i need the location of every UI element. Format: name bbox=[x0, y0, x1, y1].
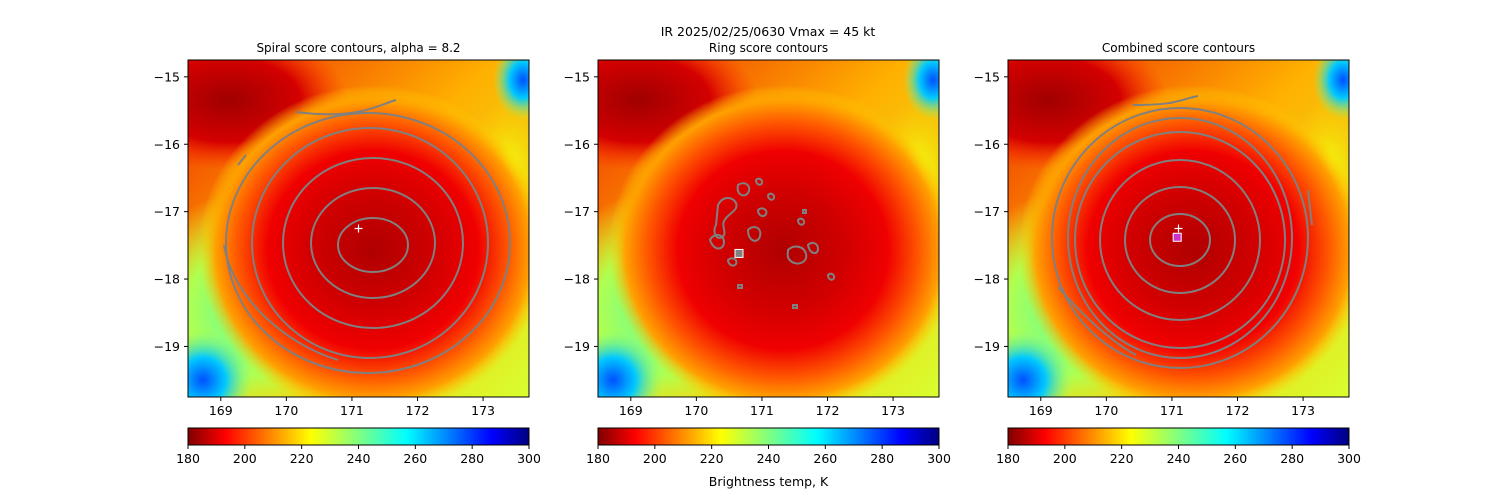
x-tick-label: 170 bbox=[684, 403, 708, 418]
y-tick-label: −17 bbox=[154, 204, 180, 219]
x-tick-label: 169 bbox=[209, 403, 233, 418]
colorbar-tick-label: 300 bbox=[517, 451, 541, 466]
y-tick-label: −15 bbox=[974, 69, 1000, 84]
contour-lines bbox=[708, 177, 836, 309]
markers bbox=[734, 248, 744, 258]
panel-title-combined: Combined score contours bbox=[1102, 41, 1255, 55]
y-tick-label: −19 bbox=[564, 339, 590, 354]
x-tick-label: 169 bbox=[619, 403, 643, 418]
colorbar-2: 180 200 220 240 260 280 300 bbox=[586, 427, 951, 466]
colorbar-tick-label: 220 bbox=[290, 451, 314, 466]
colorbar-tick-label: 240 bbox=[347, 451, 371, 466]
x-axis: 169 170 171 172 173 bbox=[1029, 397, 1315, 418]
y-tick-label: −18 bbox=[564, 272, 590, 287]
colorbar-tick-label: 180 bbox=[176, 451, 200, 466]
panel-title-spiral: Spiral score contours, alpha = 8.2 bbox=[256, 41, 460, 55]
panel-spiral: 169 170 171 172 173 −15 −16 −17 −18 −19 bbox=[154, 59, 530, 418]
x-tick-label: 170 bbox=[1094, 403, 1118, 418]
center-square-marker bbox=[1172, 232, 1182, 242]
x-axis: 169 170 171 172 173 bbox=[209, 397, 495, 418]
colorbar-tick-label: 200 bbox=[643, 451, 667, 466]
ir-image bbox=[598, 60, 939, 397]
center-square-marker bbox=[734, 248, 744, 258]
colorbar-tick-label: 300 bbox=[1337, 451, 1361, 466]
colorbar-gradient bbox=[597, 427, 940, 446]
colorbar-tick-label: 220 bbox=[700, 451, 724, 466]
y-axis: −15 −16 −17 −18 −19 bbox=[154, 69, 188, 354]
y-tick-label: −19 bbox=[154, 339, 180, 354]
x-axis: 169 170 171 172 173 bbox=[619, 397, 905, 418]
y-tick-label: −18 bbox=[974, 272, 1000, 287]
x-tick-label: 171 bbox=[750, 403, 774, 418]
colorbar-1: 180 200 220 240 260 280 300 bbox=[176, 427, 541, 466]
panel-ring: 169 170 171 172 173 −15 −16 −17 −18 −19 bbox=[564, 59, 940, 418]
y-tick-label: −15 bbox=[154, 69, 180, 84]
ir-image bbox=[1008, 60, 1349, 397]
colorbar-tick-label: 280 bbox=[460, 451, 484, 466]
colorbar-tick-label: 280 bbox=[870, 451, 894, 466]
colorbar-tick-label: 260 bbox=[813, 451, 837, 466]
y-axis: −15 −16 −17 −18 −19 bbox=[564, 69, 598, 354]
colorbar-tick-label: 200 bbox=[233, 451, 257, 466]
panel-title-ring: Ring score contours bbox=[709, 41, 828, 55]
colorbar-gradient bbox=[187, 427, 530, 446]
center-plus-marker bbox=[354, 224, 363, 233]
colorbar-tick-label: 180 bbox=[996, 451, 1020, 466]
x-tick-label: 173 bbox=[881, 403, 905, 418]
y-tick-label: −15 bbox=[564, 69, 590, 84]
frame bbox=[1007, 59, 1350, 398]
y-tick-label: −16 bbox=[974, 137, 1000, 152]
colorbar-tick-label: 260 bbox=[1223, 451, 1247, 466]
figure-suptitle: IR 2025/02/25/0630 Vmax = 45 kt bbox=[661, 24, 876, 39]
colorbar-gradient bbox=[1007, 427, 1350, 446]
x-tick-label: 172 bbox=[406, 403, 430, 418]
x-tick-label: 173 bbox=[1291, 403, 1315, 418]
x-tick-label: 171 bbox=[340, 403, 364, 418]
y-tick-label: −19 bbox=[974, 339, 1000, 354]
y-tick-label: −18 bbox=[154, 272, 180, 287]
colorbar-label: Brightness temp, K bbox=[709, 474, 829, 489]
x-tick-label: 169 bbox=[1029, 403, 1053, 418]
y-tick-label: −16 bbox=[154, 137, 180, 152]
frame bbox=[187, 59, 530, 398]
contour-lines bbox=[1051, 95, 1313, 369]
y-axis: −15 −16 −17 −18 −19 bbox=[974, 69, 1008, 354]
y-tick-label: −17 bbox=[974, 204, 1000, 219]
x-tick-label: 173 bbox=[471, 403, 495, 418]
x-tick-label: 172 bbox=[816, 403, 840, 418]
colorbar-tick-label: 260 bbox=[403, 451, 427, 466]
y-tick-label: −17 bbox=[564, 204, 590, 219]
markers bbox=[1172, 224, 1183, 242]
x-tick-label: 170 bbox=[274, 403, 298, 418]
colorbar-tick-label: 200 bbox=[1053, 451, 1077, 466]
panel-combined: 169 170 171 172 173 −15 −16 −17 −18 −19 bbox=[974, 59, 1350, 418]
frame bbox=[597, 59, 940, 398]
colorbar-tick-label: 180 bbox=[586, 451, 610, 466]
colorbar-tick-label: 240 bbox=[757, 451, 781, 466]
contour-lines bbox=[223, 99, 511, 374]
y-tick-label: −16 bbox=[564, 137, 590, 152]
colorbar-tick-label: 300 bbox=[927, 451, 951, 466]
colorbar-3: 180 200 220 240 260 280 300 bbox=[996, 427, 1361, 466]
colorbar-tick-label: 240 bbox=[1167, 451, 1191, 466]
markers bbox=[354, 224, 363, 233]
colorbar-tick-label: 280 bbox=[1280, 451, 1304, 466]
colorbar-tick-label: 220 bbox=[1110, 451, 1134, 466]
x-tick-label: 171 bbox=[1160, 403, 1184, 418]
center-plus-marker bbox=[1174, 224, 1183, 233]
x-tick-label: 172 bbox=[1226, 403, 1250, 418]
